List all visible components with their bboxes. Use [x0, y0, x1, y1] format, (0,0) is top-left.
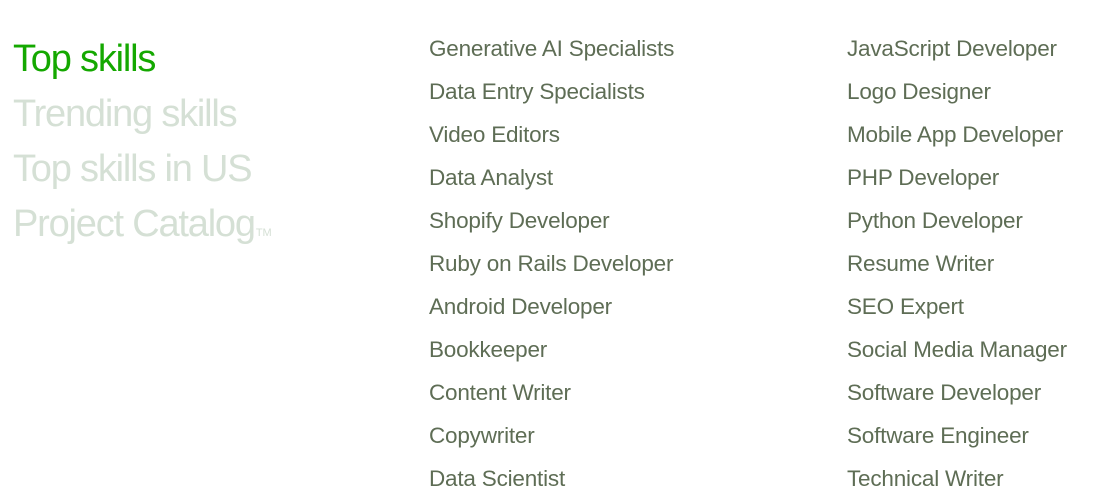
- skill-link[interactable]: Data Analyst: [429, 165, 553, 190]
- tab-top-skills-in-us[interactable]: Top skills in US: [13, 148, 253, 190]
- skill-link[interactable]: Software Developer: [847, 380, 1042, 405]
- skills-list-column-2: JavaScript Developer Logo Designer Mobil…: [847, 27, 1112, 500]
- skill-link[interactable]: Video Editors: [429, 122, 560, 147]
- list-item: Software Developer: [847, 371, 1112, 414]
- tab-trending-skills[interactable]: Trending skills: [13, 93, 238, 135]
- tab-top-skills[interactable]: Top skills: [13, 38, 156, 80]
- skill-link[interactable]: Shopify Developer: [429, 208, 610, 233]
- tab-project-catalog-label: Project Catalog: [13, 203, 256, 245]
- skill-link[interactable]: PHP Developer: [847, 165, 1000, 190]
- list-item: JavaScript Developer: [847, 27, 1112, 70]
- list-item: Social Media Manager: [847, 328, 1112, 371]
- list-item: Video Editors: [429, 113, 809, 156]
- list-item: SEO Expert: [847, 285, 1112, 328]
- skill-link[interactable]: Data Entry Specialists: [429, 79, 645, 104]
- list-item: Python Developer: [847, 199, 1112, 242]
- list-item: Data Analyst: [429, 156, 809, 199]
- list-item: Android Developer: [429, 285, 809, 328]
- list-item: Data Scientist: [429, 457, 809, 500]
- list-item: Ruby on Rails Developer: [429, 242, 809, 285]
- list-item: Copywriter: [429, 414, 809, 457]
- list-item: Mobile App Developer: [847, 113, 1112, 156]
- skill-link[interactable]: Copywriter: [429, 423, 535, 448]
- skill-link[interactable]: Logo Designer: [847, 79, 991, 104]
- list-item: Content Writer: [429, 371, 809, 414]
- skill-link[interactable]: Technical Writer: [847, 466, 1004, 491]
- list-item: Logo Designer: [847, 70, 1112, 113]
- list-item: Bookkeeper: [429, 328, 809, 371]
- skill-link[interactable]: Software Engineer: [847, 423, 1029, 448]
- trademark-mark: TM: [255, 227, 272, 239]
- tab-project-catalog[interactable]: Project CatalogTM: [13, 197, 353, 261]
- skill-link[interactable]: SEO Expert: [847, 294, 964, 319]
- skill-link[interactable]: Python Developer: [847, 208, 1023, 233]
- list-item: Resume Writer: [847, 242, 1112, 285]
- skill-link[interactable]: Mobile App Developer: [847, 122, 1064, 147]
- skill-link[interactable]: Ruby on Rails Developer: [429, 251, 674, 276]
- list-item: Software Engineer: [847, 414, 1112, 457]
- skill-link[interactable]: Bookkeeper: [429, 337, 548, 362]
- list-item: PHP Developer: [847, 156, 1112, 199]
- skills-category-tabs: Top skills Trending skills Top skills in…: [13, 32, 353, 261]
- skill-link[interactable]: Resume Writer: [847, 251, 995, 276]
- skill-link[interactable]: Data Scientist: [429, 466, 566, 491]
- skill-link[interactable]: Generative AI Specialists: [429, 36, 675, 61]
- skill-link[interactable]: Android Developer: [429, 294, 612, 319]
- skill-link[interactable]: Content Writer: [429, 380, 571, 405]
- list-item: Generative AI Specialists: [429, 27, 809, 70]
- list-item: Technical Writer: [847, 457, 1112, 500]
- skill-link[interactable]: Social Media Manager: [847, 337, 1067, 362]
- list-item: Shopify Developer: [429, 199, 809, 242]
- skill-link[interactable]: JavaScript Developer: [847, 36, 1057, 61]
- skills-list-column-1: Generative AI Specialists Data Entry Spe…: [429, 27, 809, 500]
- list-item: Data Entry Specialists: [429, 70, 809, 113]
